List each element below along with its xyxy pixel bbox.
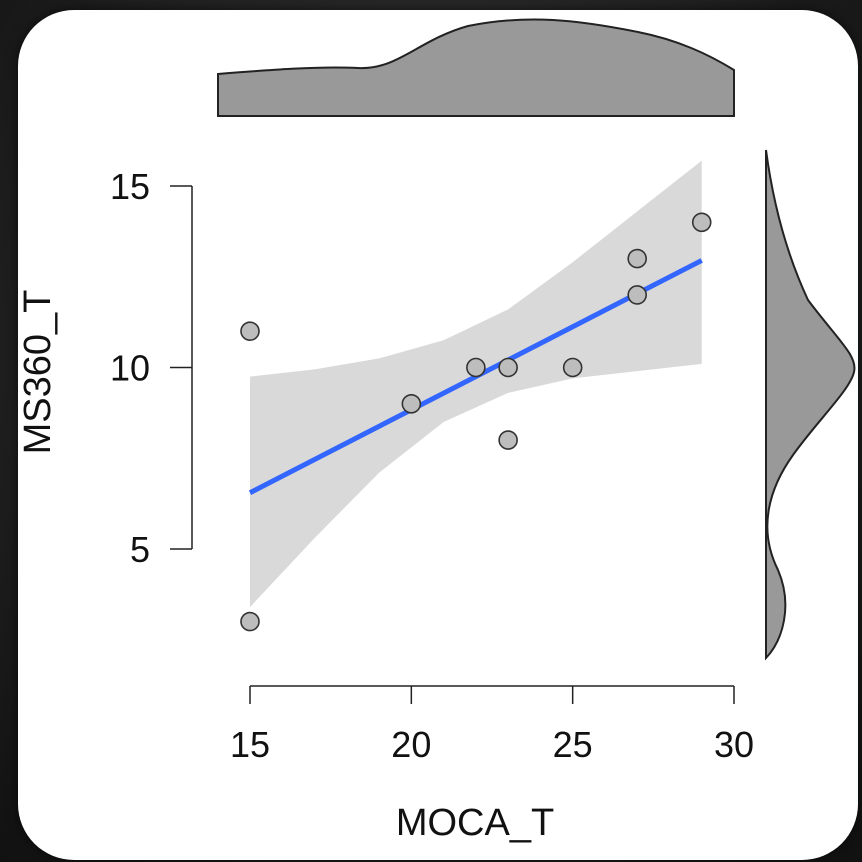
y-axis-title: MS360_T [18,290,59,455]
x-tick-label: 15 [230,724,270,765]
right-density-curve [765,149,856,661]
top-density-curve [217,18,735,117]
data-point [498,430,518,450]
right-marginal-density [765,149,856,661]
x-tick-label: 30 [714,724,754,765]
x-tick-label: 20 [391,724,431,765]
data-point [240,611,260,632]
data-point [240,321,260,342]
data-point [627,285,648,305]
scatter-plot: 15 20 25 30 5 10 15 MOCA_T MS360_T [18,18,856,844]
y-tick-label: 15 [110,166,150,207]
data-point [691,212,712,233]
data-point [562,357,583,378]
data-point [498,357,518,378]
x-axis-title: MOCA_T [396,802,554,844]
x-tick-label: 25 [553,724,593,765]
top-marginal-density [217,18,735,117]
data-point [466,357,486,378]
y-tick-label: 10 [110,348,150,389]
confidence-band [250,160,702,608]
data-point [627,248,648,269]
data-point [401,393,422,414]
chart-card: 15 20 25 30 5 10 15 MOCA_T MS360_T [18,10,858,860]
y-tick-label: 5 [130,529,150,570]
